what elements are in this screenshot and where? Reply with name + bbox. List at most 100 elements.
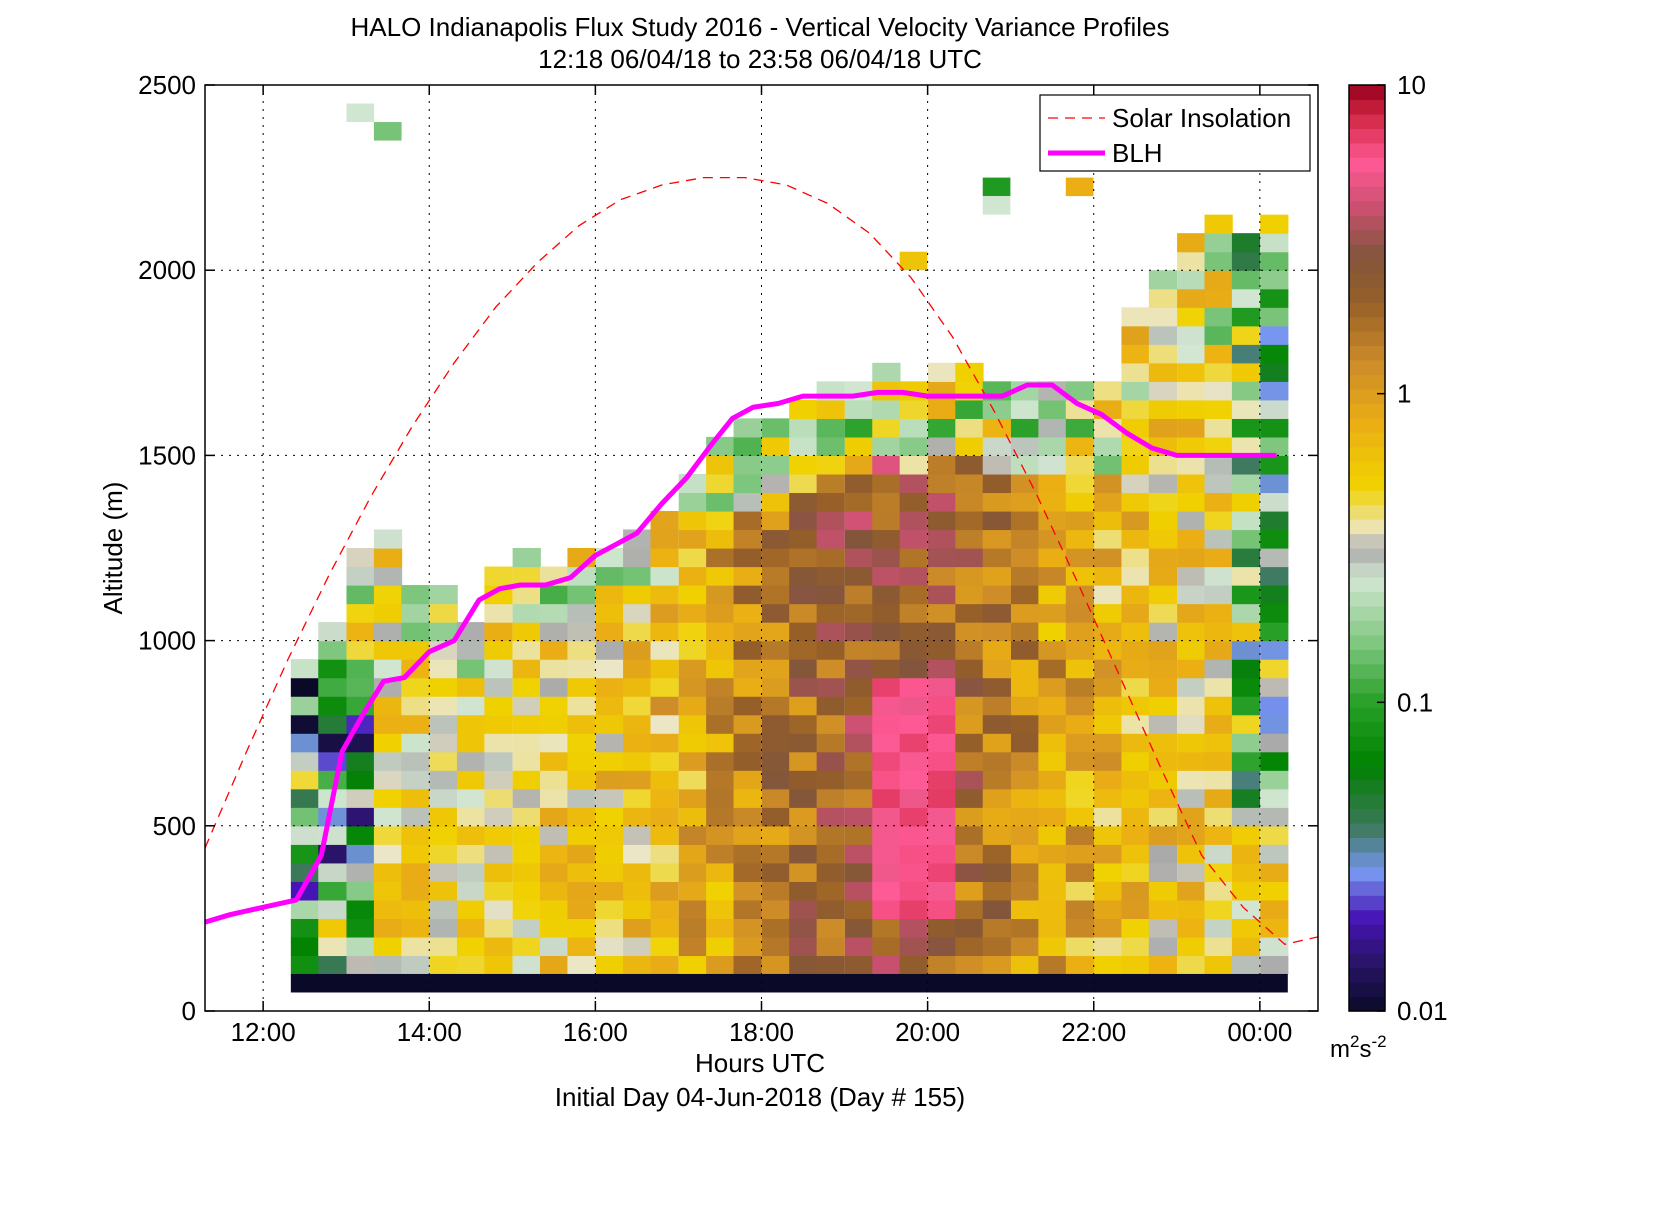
heatmap-cell <box>595 770 624 790</box>
heatmap-cell <box>1010 881 1040 901</box>
heatmap-cell <box>1177 936 1206 957</box>
series-blh <box>204 382 1277 925</box>
heatmap-cell <box>789 399 818 419</box>
heatmap-cell <box>1065 770 1095 790</box>
heatmap-cell <box>1038 510 1067 531</box>
heatmap-cell <box>927 436 957 456</box>
heatmap-cell <box>678 955 707 975</box>
colorbar-segment <box>1349 258 1385 274</box>
x-tick-label: 00:00 <box>1227 1017 1292 1047</box>
heatmap-cell <box>318 640 347 660</box>
heatmap-cell <box>1177 807 1206 827</box>
colorbar-units-base: m <box>1330 1036 1350 1063</box>
heatmap-cell <box>844 696 874 716</box>
heatmap-cell <box>872 548 901 568</box>
heatmap-cell <box>1121 566 1150 586</box>
heatmap-cell <box>1204 399 1233 419</box>
heatmap-cell <box>816 585 845 605</box>
colorbar-segment <box>1349 273 1385 289</box>
heatmap-cell <box>1038 936 1067 957</box>
colorbar-units-mid: s <box>1359 1036 1371 1063</box>
heatmap-cell <box>816 899 845 919</box>
heatmap-cell <box>484 807 513 827</box>
heatmap-cell <box>290 936 320 957</box>
heatmap-cell <box>761 603 791 623</box>
heatmap-cell <box>567 714 596 734</box>
heatmap-cell <box>872 603 901 623</box>
heatmap-cell <box>1121 510 1150 531</box>
heatmap-cell <box>761 881 791 901</box>
heatmap-cell <box>540 881 569 901</box>
heatmap-cell <box>899 492 928 512</box>
heatmap-cell <box>982 677 1011 697</box>
heatmap-cell <box>512 788 541 808</box>
heatmap-cell <box>761 714 791 734</box>
colorbar-segment <box>1349 446 1385 462</box>
heatmap-cell <box>1148 770 1178 790</box>
heatmap-cell <box>706 955 735 975</box>
heatmap-cell <box>540 640 569 660</box>
heatmap-cell <box>623 566 652 586</box>
heatmap-cell <box>899 696 928 716</box>
heatmap-cell <box>899 659 928 679</box>
heatmap-cell <box>456 751 486 771</box>
heatmap-cell <box>789 529 818 549</box>
heatmap-cell <box>401 622 430 642</box>
heatmap-cell <box>1204 288 1233 308</box>
heatmap-cell <box>456 696 486 716</box>
heatmap-cell <box>761 696 791 716</box>
heatmap-cell <box>1231 307 1261 327</box>
heatmap-cell <box>401 751 430 771</box>
colorbar-segment <box>1349 186 1385 202</box>
heatmap-cell <box>816 640 845 660</box>
heatmap-cell <box>1094 677 1123 697</box>
heatmap-cell <box>623 696 652 716</box>
heatmap-cell <box>927 825 957 845</box>
heatmap-cell <box>1010 696 1040 716</box>
heatmap-cell <box>789 936 818 957</box>
footer-label: Initial Day 04-Jun-2018 (Day # 155) <box>555 1082 965 1112</box>
heatmap-cell <box>733 881 762 901</box>
colorbar-segment <box>1349 793 1385 810</box>
heatmap-cell <box>456 899 486 919</box>
heatmap-cell <box>567 622 596 642</box>
heatmap-cell <box>899 936 928 957</box>
heatmap-cell <box>789 881 818 901</box>
heatmap-cell <box>844 714 874 734</box>
colorbar-segment <box>1349 605 1385 621</box>
x-tick-label: 12:00 <box>231 1017 296 1047</box>
heatmap-cell <box>955 844 984 864</box>
heatmap-cell <box>1065 751 1095 771</box>
colorbar-segment <box>1349 663 1385 679</box>
heatmap-cell <box>650 807 679 827</box>
colorbar-segment <box>1349 99 1385 115</box>
heatmap-cell <box>899 510 928 531</box>
heatmap-cell <box>844 436 874 456</box>
heatmap-cell <box>872 362 901 382</box>
heatmap-cell <box>899 770 928 790</box>
heatmap-cell <box>540 955 569 975</box>
heatmap-cell <box>512 659 541 679</box>
heatmap-cell <box>844 751 874 771</box>
heatmap-cell <box>1065 603 1095 623</box>
heatmap-cell <box>1148 399 1178 419</box>
heatmap-cell <box>1231 955 1261 975</box>
heatmap-cell <box>1177 325 1206 345</box>
heatmap-cell <box>733 492 762 512</box>
heatmap-cell <box>318 696 347 716</box>
colorbar-segment <box>1349 866 1385 882</box>
heatmap-cell <box>1038 622 1067 642</box>
heatmap-cell <box>1204 659 1233 679</box>
heatmap-cell <box>346 955 375 975</box>
heatmap-cell <box>650 770 679 790</box>
heatmap-cell <box>512 899 541 919</box>
heatmap-cell <box>1038 659 1067 679</box>
heatmap-cell <box>816 936 845 957</box>
heatmap-cell <box>706 529 735 549</box>
heatmap-cell <box>346 899 375 919</box>
heatmap-cell <box>982 844 1011 864</box>
heatmap-cell <box>678 659 707 679</box>
heatmap-cell <box>982 585 1011 605</box>
heatmap-cell <box>1094 473 1123 494</box>
heatmap-cell <box>733 955 762 975</box>
